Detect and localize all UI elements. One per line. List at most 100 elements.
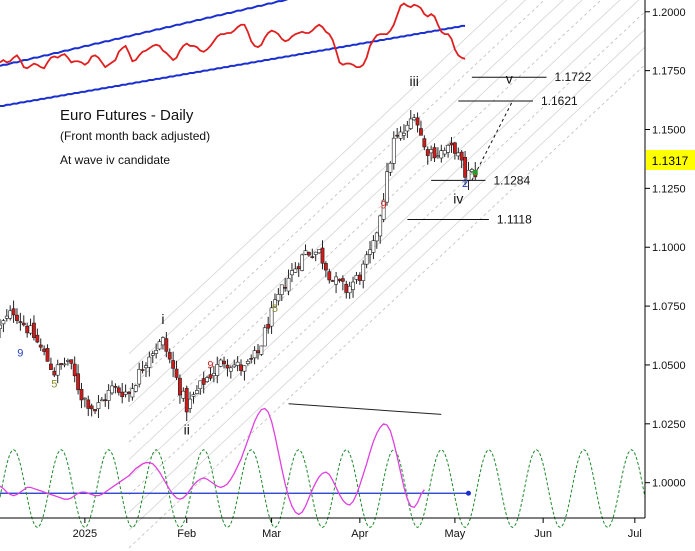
candle-body xyxy=(96,402,101,409)
candle-body xyxy=(86,399,91,409)
last-price-badge xyxy=(646,150,695,170)
channel-line xyxy=(128,11,646,496)
x-tick-label: Mar xyxy=(262,528,281,540)
candle-body xyxy=(327,271,332,281)
x-tick-label: Feb xyxy=(177,528,196,540)
y-tick-label: 1.1750 xyxy=(652,66,686,78)
candle-body xyxy=(65,360,70,362)
candle-body xyxy=(252,350,257,359)
candle-body xyxy=(201,378,206,385)
channel-line xyxy=(128,0,621,460)
candle-body xyxy=(218,359,223,367)
candle-body xyxy=(113,386,118,388)
candle-body xyxy=(239,364,243,371)
candle-body xyxy=(225,364,230,369)
candle-body xyxy=(357,274,362,281)
x-tick-label: Apr xyxy=(351,528,368,540)
candle-body xyxy=(374,232,379,242)
candle-body xyxy=(293,268,298,273)
candle-body xyxy=(330,280,335,282)
current-price-marker xyxy=(472,170,478,176)
candle-body xyxy=(249,358,254,360)
candle-body xyxy=(69,359,74,364)
candle-body xyxy=(347,285,352,294)
y-tick-label: 1.2000 xyxy=(652,7,686,19)
candle-body xyxy=(398,131,403,139)
top-indicator-panel xyxy=(0,0,466,107)
candle-body xyxy=(157,341,162,350)
candle-body xyxy=(364,254,369,265)
y-tick-label: 1.1500 xyxy=(652,125,686,137)
candle-body xyxy=(276,294,281,302)
candle-body xyxy=(286,277,291,292)
candle-body xyxy=(89,405,94,410)
channel-line xyxy=(128,0,640,478)
candle-body xyxy=(456,152,461,157)
candle-body xyxy=(442,150,447,155)
candle-body xyxy=(371,240,376,253)
candle-body xyxy=(52,370,57,376)
candle-body xyxy=(8,310,13,319)
candle-body xyxy=(307,252,311,256)
candle-body xyxy=(25,325,30,334)
target-label: 1.1621 xyxy=(541,94,578,108)
candle-body xyxy=(439,150,444,159)
projection-line xyxy=(471,100,514,181)
candle-body xyxy=(402,132,406,136)
candle-body xyxy=(154,349,159,354)
candle-body xyxy=(259,345,264,355)
wave-label: ii xyxy=(184,421,190,437)
candle-body xyxy=(269,307,274,327)
candle-body xyxy=(273,299,277,308)
channel-line xyxy=(128,0,508,354)
candle-body xyxy=(415,117,420,126)
wave-label: i xyxy=(161,311,164,327)
candle-body xyxy=(15,314,19,321)
candle-body xyxy=(425,149,430,156)
chart-subtitle: (Front month back adjusted) xyxy=(60,129,210,143)
candle-body xyxy=(320,247,325,264)
candle-body xyxy=(262,327,267,347)
target-label: 1.1284 xyxy=(493,173,530,187)
candle-body xyxy=(164,338,169,352)
sequence-count: 5 xyxy=(51,378,57,390)
y-tick-label: 1.1250 xyxy=(652,183,686,195)
candle-body xyxy=(334,276,338,285)
candle-body xyxy=(432,147,437,159)
candle-body xyxy=(436,155,440,158)
price-candles xyxy=(0,110,478,421)
candle-body xyxy=(446,145,451,153)
candle-body xyxy=(313,251,318,255)
candle-body xyxy=(150,353,155,356)
candle-body xyxy=(188,398,193,409)
candle-body xyxy=(228,367,233,372)
candle-body xyxy=(79,389,84,401)
candle-body xyxy=(256,350,260,354)
candle-body xyxy=(340,278,345,282)
x-tick-label: Jun xyxy=(534,528,552,540)
candle-body xyxy=(235,361,240,366)
chart-title: Euro Futures - Daily xyxy=(60,107,194,124)
sequence-count: 2 xyxy=(462,178,468,190)
candle-body xyxy=(140,369,145,371)
candle-body xyxy=(1,320,6,325)
y-tick-label: 1.0500 xyxy=(652,360,686,372)
candle-body xyxy=(351,281,355,290)
candle-body xyxy=(459,151,464,161)
channel-line xyxy=(128,0,527,372)
candle-body xyxy=(133,385,138,392)
candle-body xyxy=(408,118,413,129)
candle-body xyxy=(449,142,454,146)
candle-body xyxy=(317,249,322,254)
candle-body xyxy=(208,374,213,379)
candle-body xyxy=(174,368,179,378)
candle-body xyxy=(35,334,40,343)
candle-body xyxy=(32,322,36,338)
candle-body xyxy=(55,364,60,376)
candle-body xyxy=(116,387,121,393)
candle-body xyxy=(147,356,152,368)
candle-body xyxy=(368,249,372,255)
candle-body xyxy=(178,377,182,396)
